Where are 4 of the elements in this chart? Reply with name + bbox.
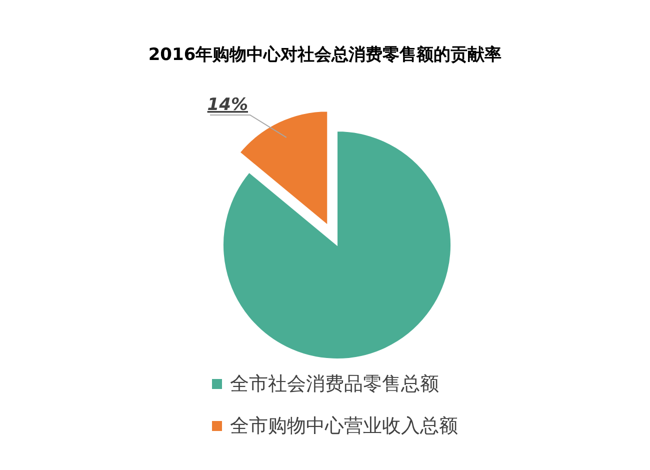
legend-label: 全市社会消费品零售总额 [230, 373, 439, 395]
legend-label: 全市购物中心营业收入总额 [230, 415, 458, 437]
chart-title: 2016年购物中心对社会总消费零售额的贡献率 [148, 45, 502, 65]
data-label: 14% [207, 95, 248, 115]
